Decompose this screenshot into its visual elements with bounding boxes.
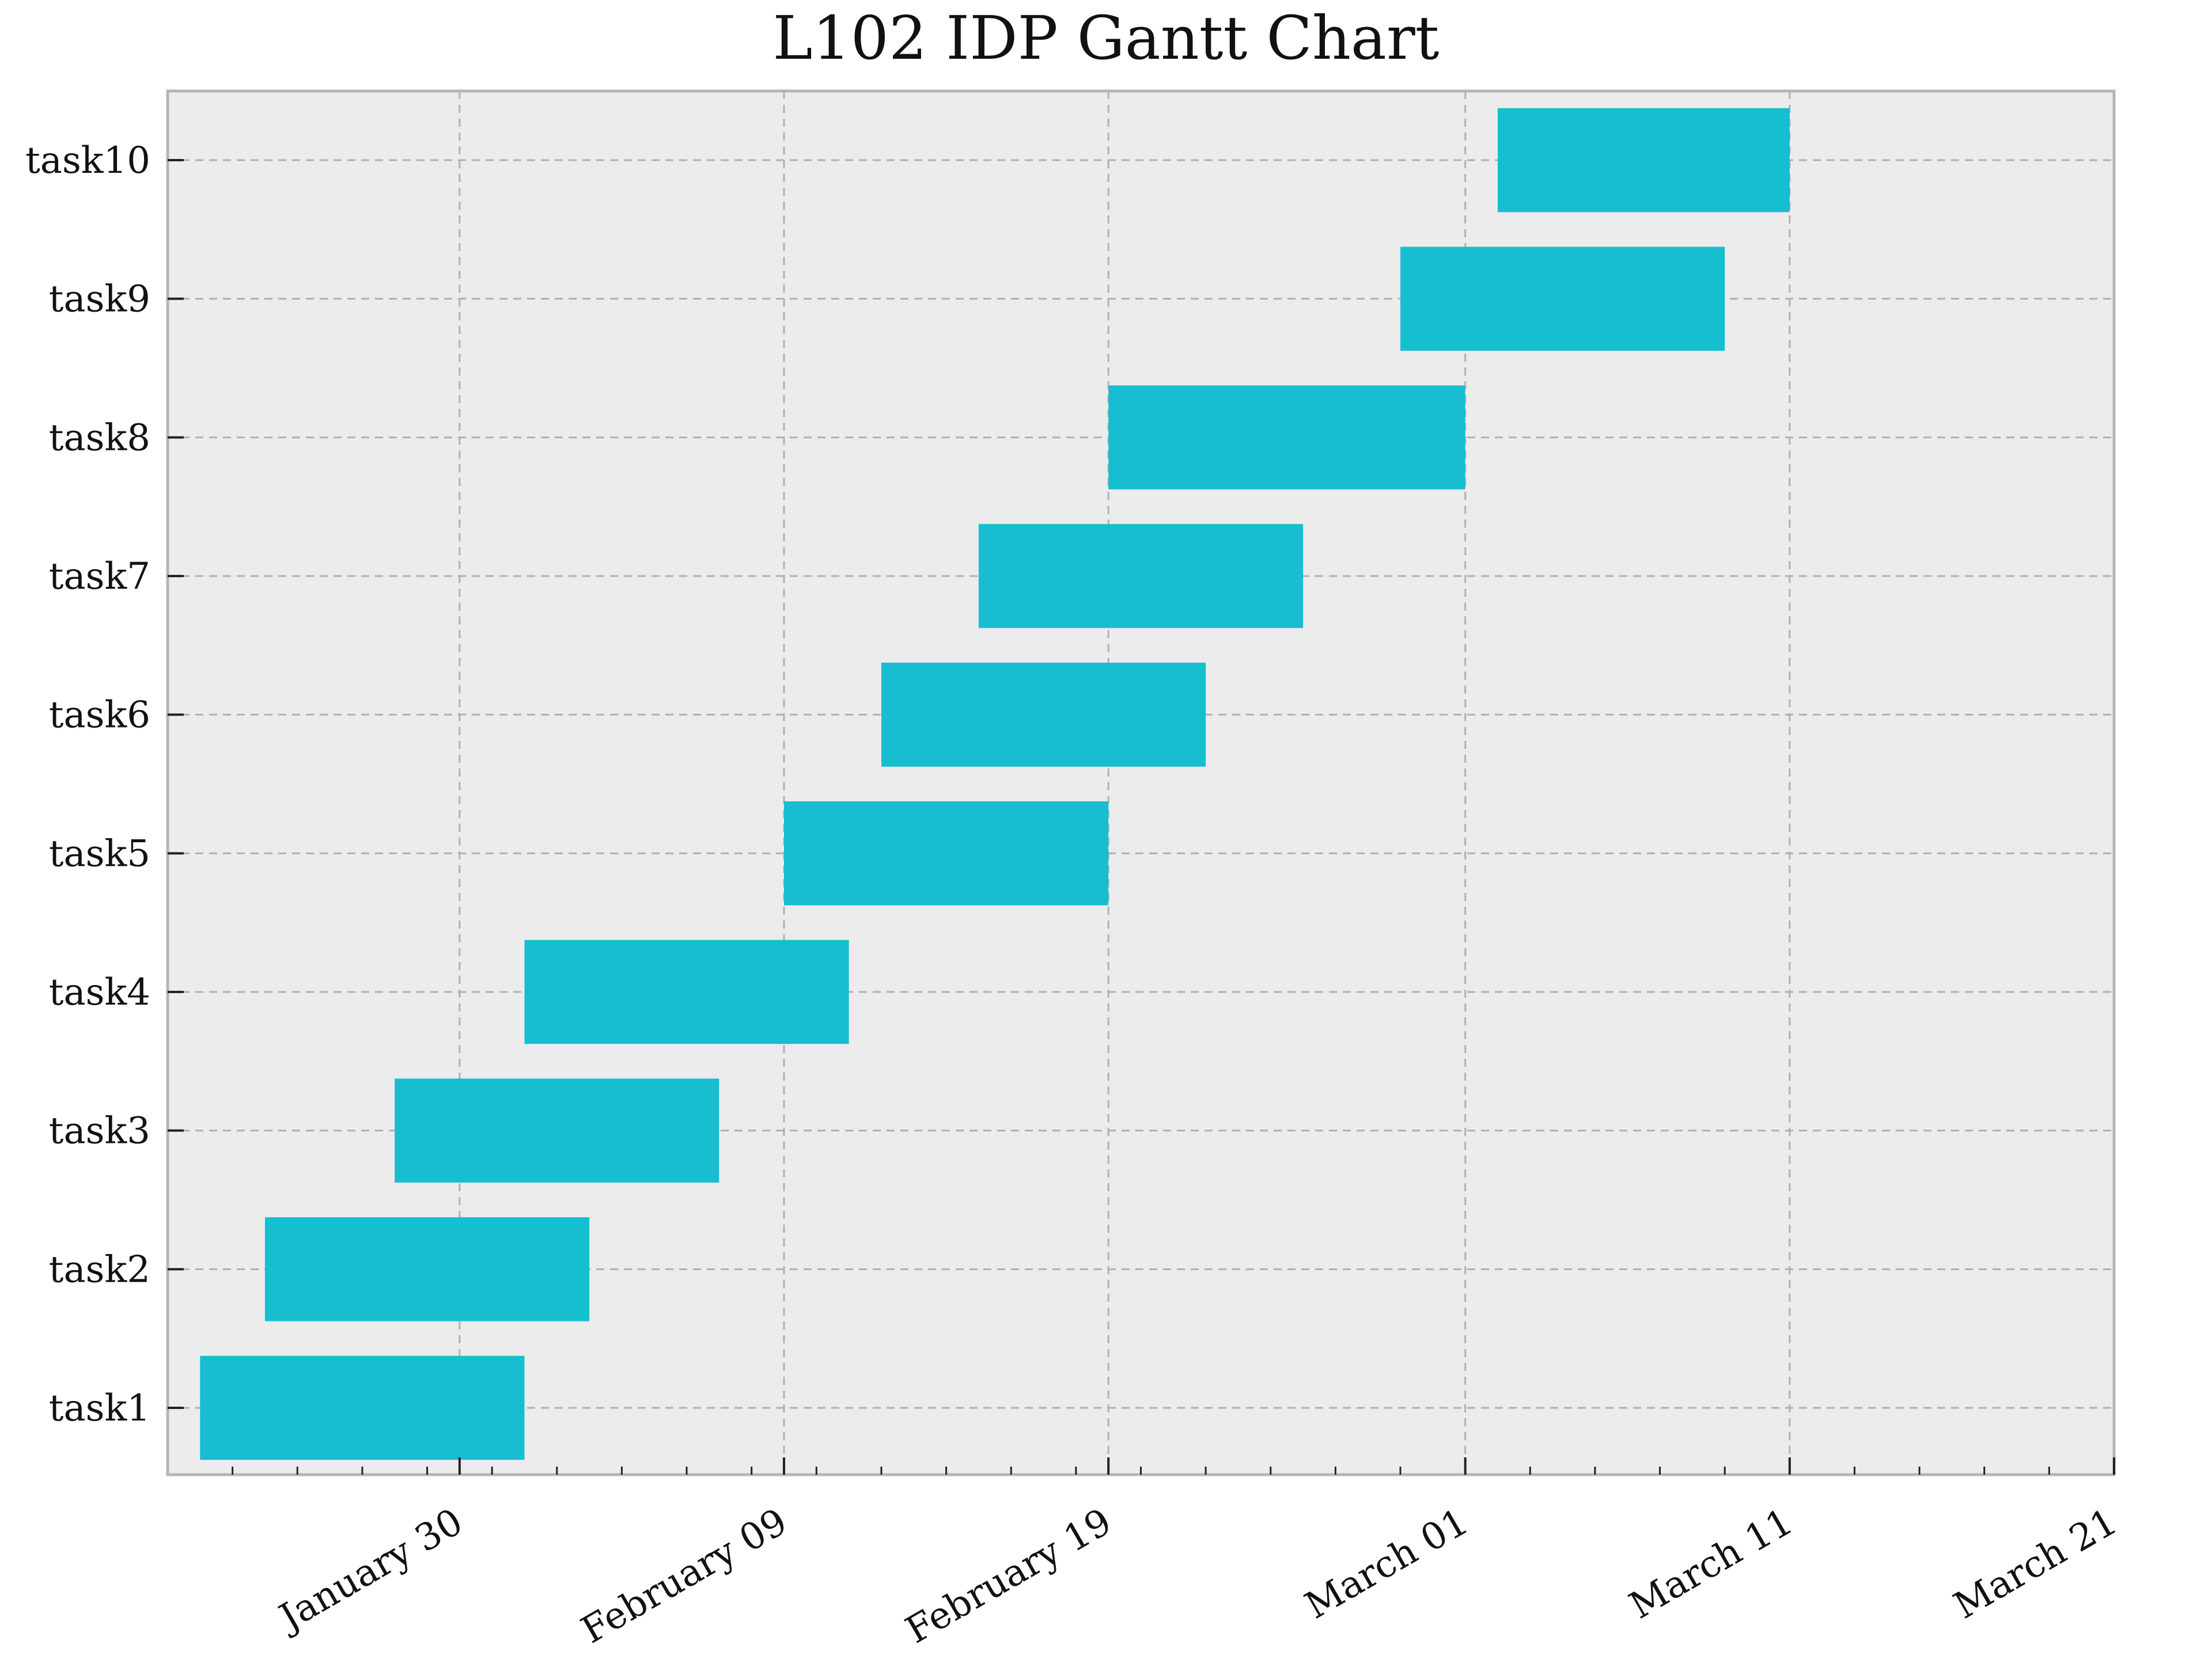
y-tick-label: task6: [49, 694, 150, 737]
chart-title: L102 IDP Gantt Chart: [773, 3, 1440, 73]
bar-task9: [1400, 247, 1725, 351]
task-bars: [200, 108, 1790, 1460]
y-tick-label: task5: [49, 832, 150, 875]
x-tick-label: February 19: [899, 1501, 1119, 1652]
y-tick-label: task3: [49, 1110, 150, 1153]
y-tick-label: task2: [49, 1248, 150, 1291]
y-tick-label: task1: [49, 1387, 150, 1430]
x-tick-label: January 30: [270, 1501, 470, 1641]
y-tick-label: task7: [49, 555, 150, 598]
bar-task4: [524, 940, 849, 1044]
y-tick-label: task9: [49, 278, 150, 321]
bar-task6: [881, 662, 1206, 767]
x-tick-label: March 11: [1623, 1501, 1800, 1628]
y-tick-label: task8: [49, 416, 150, 459]
bar-task10: [1497, 108, 1790, 213]
bar-task1: [200, 1355, 525, 1460]
bar-task7: [978, 524, 1304, 628]
x-tick-label: March 21: [1947, 1501, 2124, 1628]
x-tick-label: March 01: [1298, 1501, 1475, 1628]
bar-task2: [264, 1217, 590, 1321]
bar-task8: [1108, 385, 1465, 490]
y-tick-label: task10: [25, 139, 150, 182]
bar-task3: [395, 1078, 719, 1183]
y-tick-label: task4: [49, 971, 150, 1014]
x-tick-label: February 09: [574, 1501, 794, 1652]
bar-task5: [784, 801, 1109, 906]
